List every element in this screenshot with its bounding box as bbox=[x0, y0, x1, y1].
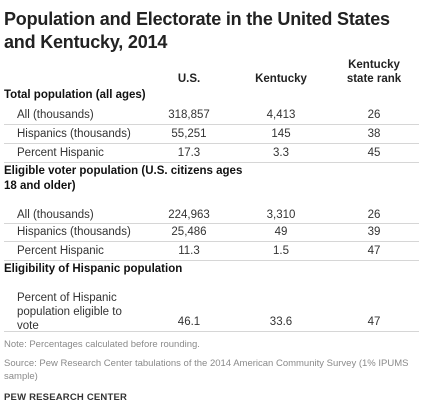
section-heading-eligible-voters: Eligible voter population (U.S. citizens… bbox=[4, 165, 243, 192]
cell-kentucky: 3.3 bbox=[273, 147, 289, 159]
section-heading-hispanic-eligibility: Eligibility of Hispanic population bbox=[4, 263, 183, 275]
row-label: Percent of Hispanic population eligible … bbox=[17, 292, 122, 332]
row-divider bbox=[4, 260, 419, 261]
cell-kentucky: 33.6 bbox=[269, 316, 293, 328]
column-header-us: U.S. bbox=[177, 73, 201, 85]
row-label: Percent Hispanic bbox=[17, 245, 104, 257]
cell-kentucky: 4,413 bbox=[266, 109, 296, 121]
row-divider bbox=[4, 223, 419, 224]
row-divider bbox=[4, 124, 419, 125]
row-divider bbox=[4, 162, 419, 163]
row-label: All (thousands) bbox=[17, 109, 94, 121]
column-header-kentucky: Kentucky bbox=[255, 73, 307, 85]
row-label: All (thousands) bbox=[17, 209, 94, 221]
cell-rank: 45 bbox=[367, 147, 381, 159]
row-divider bbox=[4, 143, 419, 144]
cell-rank: 39 bbox=[367, 226, 381, 238]
cell-us: 11.3 bbox=[178, 245, 200, 257]
table-source: Source: Pew Research Center tabulations … bbox=[4, 358, 409, 382]
cell-rank: 26 bbox=[367, 109, 381, 121]
cell-us: 25,486 bbox=[171, 226, 207, 238]
row-label: Percent Hispanic bbox=[17, 147, 104, 159]
cell-rank: 47 bbox=[367, 245, 381, 257]
page-title: Population and Electorate in the United … bbox=[4, 9, 390, 52]
cell-kentucky: 3,310 bbox=[266, 209, 296, 221]
cell-us: 318,857 bbox=[168, 109, 210, 121]
cell-kentucky: 145 bbox=[271, 128, 291, 140]
cell-us: 224,963 bbox=[168, 209, 210, 221]
cell-us: 17.3 bbox=[177, 147, 201, 159]
table-note: Note: Percentages calculated before roun… bbox=[4, 339, 200, 350]
row-label: Hispanics (thousands) bbox=[17, 226, 131, 238]
row-label: Hispanics (thousands) bbox=[17, 128, 131, 140]
footer-credit: PEW RESEARCH CENTER bbox=[4, 392, 128, 403]
cell-rank: 38 bbox=[367, 128, 381, 140]
cell-kentucky: 1.5 bbox=[273, 245, 289, 257]
row-divider bbox=[4, 241, 419, 242]
cell-kentucky: 49 bbox=[274, 226, 288, 238]
section-heading-total-population: Total population (all ages) bbox=[4, 89, 146, 101]
cell-us: 55,251 bbox=[171, 128, 207, 140]
cell-rank: 26 bbox=[367, 209, 381, 221]
cell-us: 46.1 bbox=[177, 316, 201, 328]
cell-rank: 47 bbox=[367, 316, 381, 328]
row-divider bbox=[4, 331, 419, 332]
column-header-rank: Kentucky state rank bbox=[346, 59, 402, 85]
